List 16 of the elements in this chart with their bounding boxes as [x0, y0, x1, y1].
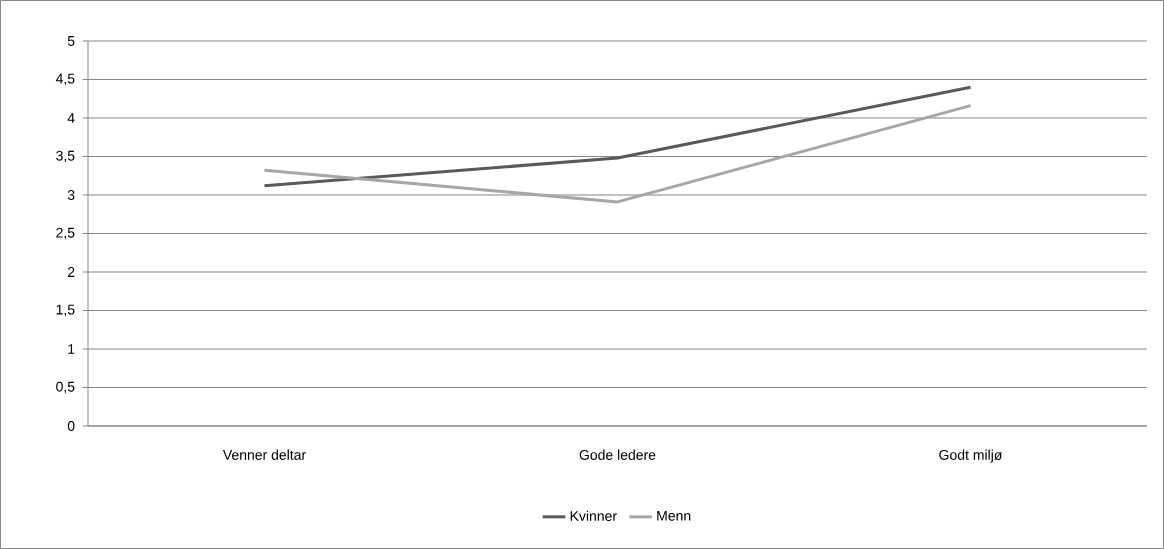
y-tick-label: 1: [68, 344, 75, 354]
y-tick-label: 2,5: [56, 227, 75, 240]
legend-label: Kvinner: [570, 510, 617, 522]
y-tick-label: 2: [68, 267, 75, 277]
y-tick-label: 1,5: [56, 304, 75, 317]
y-tick-label: 0,5: [56, 381, 75, 394]
x-tick-label: Venner deltar: [222, 449, 306, 460]
y-tick-label: 3: [67, 190, 75, 200]
y-tick-label: 4: [67, 113, 75, 123]
legend-label: Menn: [657, 510, 691, 521]
x-tick-label: Godt miljø: [939, 449, 1003, 463]
y-tick-label: 0: [67, 421, 75, 431]
y-tick-label: 4,5: [55, 73, 75, 86]
y-tick-label: 3,5: [56, 150, 75, 163]
y-tick-label: 5: [67, 36, 75, 46]
x-tick-label: Gode ledere: [579, 449, 656, 460]
